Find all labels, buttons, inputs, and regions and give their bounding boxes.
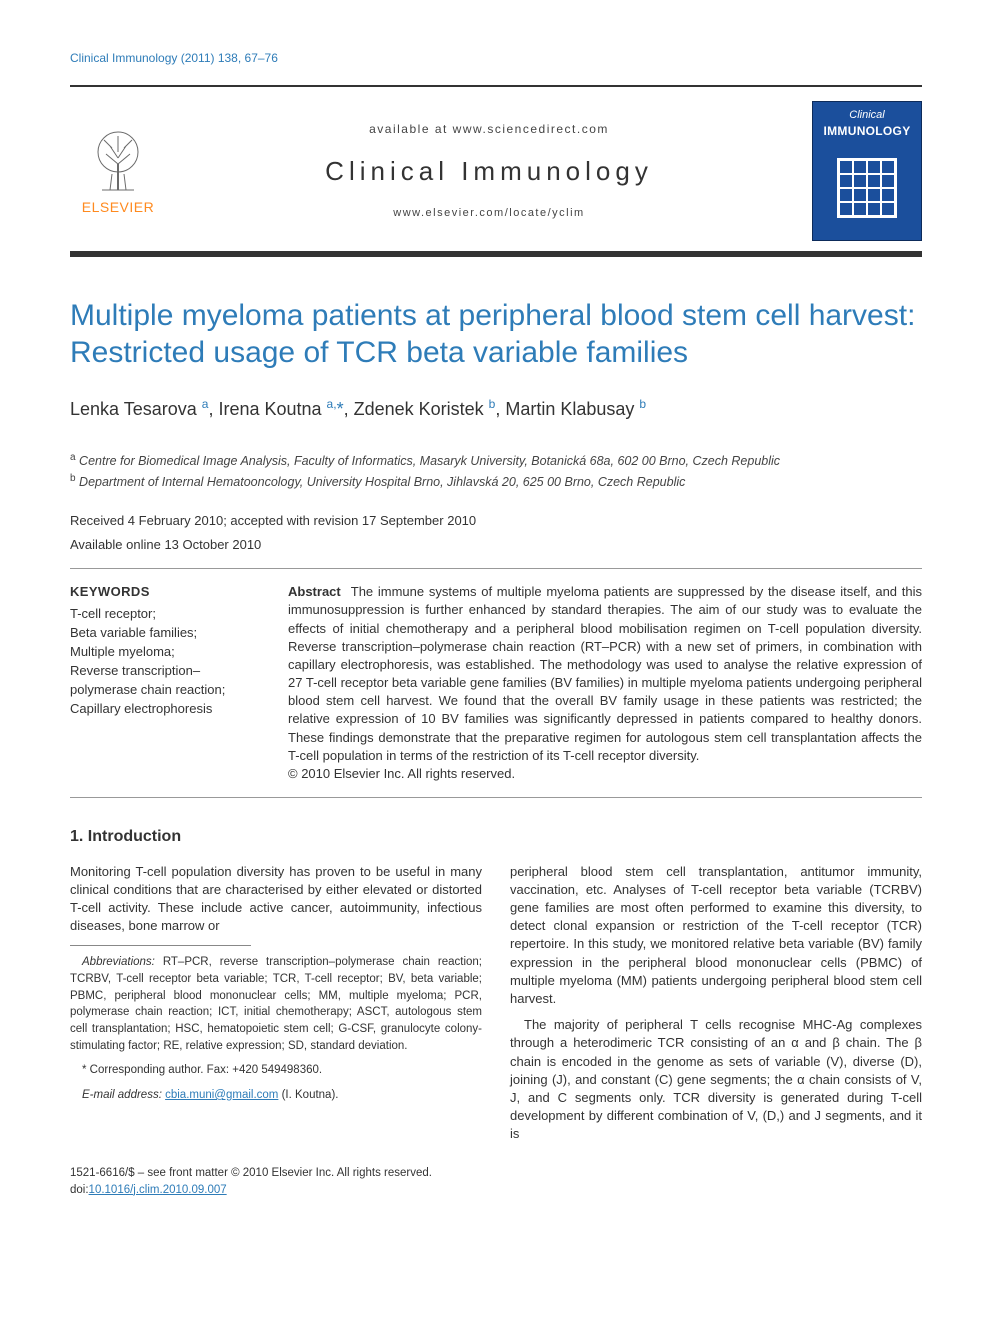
corresponding-author-footnote: * Corresponding author. Fax: +420 549498… [70, 1062, 482, 1079]
available-at: available at www.sciencedirect.com [184, 121, 794, 138]
front-matter-line: 1521-6616/$ – see front matter © 2010 El… [70, 1165, 922, 1181]
affiliation-a: a Centre for Biomedical Image Analysis, … [70, 450, 922, 471]
email-link[interactable]: cbia.muni@gmail.com [165, 1089, 278, 1101]
journal-name: Clinical Immunology [184, 153, 794, 189]
journal-cover-thumbnail: Clinical IMMUNOLOGY [812, 101, 922, 241]
article-title: Multiple myeloma patients at peripheral … [70, 297, 922, 372]
title-block: Multiple myeloma patients at peripheral … [70, 297, 922, 554]
intro-para-1: Monitoring T-cell population diversity h… [70, 863, 482, 936]
keywords-column: KEYWORDS T-cell receptor;Beta variable f… [70, 583, 260, 783]
keywords-abstract-row: KEYWORDS T-cell receptor;Beta variable f… [70, 583, 922, 783]
abstract-column: AbstractThe immune systems of multiple m… [288, 583, 922, 783]
divider [70, 797, 922, 798]
elsevier-tree-icon [88, 124, 148, 194]
journal-url: www.elsevier.com/locate/yclim [184, 206, 794, 221]
available-online-date: Available online 13 October 2010 [70, 536, 922, 554]
cover-main-label: IMMUNOLOGY [824, 123, 911, 140]
abstract-text: The immune systems of multiple myeloma p… [288, 584, 922, 763]
publisher-name: ELSEVIER [82, 198, 154, 218]
footnote-rule [70, 945, 251, 946]
abstract-copyright: © 2010 Elsevier Inc. All rights reserved… [288, 765, 922, 783]
body-two-column: Monitoring T-cell population diversity h… [70, 863, 922, 1144]
cover-grid-icon [837, 158, 897, 218]
footnote-block: Abbreviations: RT–PCR, reverse transcrip… [70, 945, 482, 1103]
page-footer: 1521-6616/$ – see front matter © 2010 El… [70, 1165, 922, 1197]
divider [70, 568, 922, 569]
email-footnote: E-mail address: cbia.muni@gmail.com (I. … [70, 1087, 482, 1104]
intro-para-3: The majority of peripheral T cells recog… [510, 1016, 922, 1143]
keywords-list: T-cell receptor;Beta variable families;M… [70, 605, 260, 718]
abstract-label: Abstract [288, 584, 341, 599]
masthead: ELSEVIER available at www.sciencedirect.… [70, 85, 922, 257]
email-who: (I. Koutna). [278, 1089, 338, 1101]
running-header: Clinical Immunology (2011) 138, 67–76 [70, 50, 922, 67]
cover-top-label: Clinical [849, 108, 884, 123]
doi-link[interactable]: 10.1016/j.clim.2010.09.007 [89, 1184, 227, 1196]
publisher-block: ELSEVIER [70, 124, 166, 218]
doi-line: doi:10.1016/j.clim.2010.09.007 [70, 1182, 922, 1198]
doi-label: doi: [70, 1184, 89, 1196]
affiliation-b: b Department of Internal Hematooncology,… [70, 471, 922, 492]
masthead-right: Clinical IMMUNOLOGY [812, 101, 922, 241]
authors: Lenka Tesarova a, Irena Koutna a,*, Zden… [70, 396, 922, 422]
section-1-heading: 1. Introduction [70, 826, 922, 848]
abbreviations-text: RT–PCR, reverse transcription–polymerase… [70, 956, 482, 1051]
abbreviations-footnote: Abbreviations: RT–PCR, reverse transcrip… [70, 954, 482, 1054]
abbreviations-label: Abbreviations: [82, 956, 155, 968]
email-label: E-mail address: [82, 1089, 162, 1101]
affiliations: a Centre for Biomedical Image Analysis, … [70, 450, 922, 492]
intro-para-2: peripheral blood stem cell transplantati… [510, 863, 922, 1009]
received-date: Received 4 February 2010; accepted with … [70, 512, 922, 530]
masthead-center: available at www.sciencedirect.com Clini… [184, 121, 794, 222]
keywords-heading: KEYWORDS [70, 583, 260, 601]
